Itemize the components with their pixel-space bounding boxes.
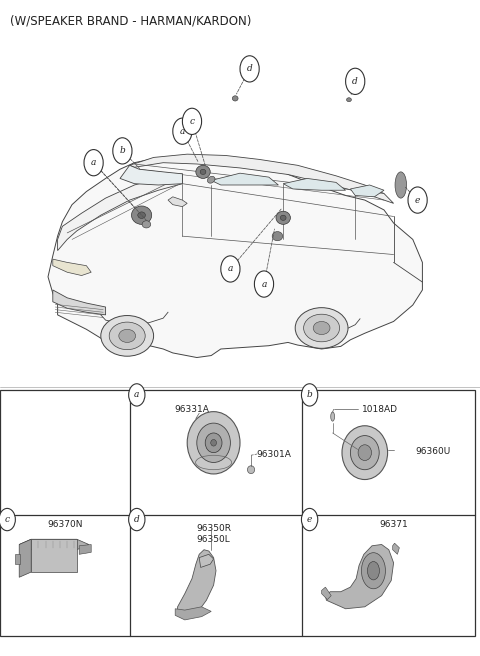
Ellipse shape (280, 215, 286, 220)
Polygon shape (325, 544, 394, 609)
Text: 96370N: 96370N (47, 520, 83, 529)
Polygon shape (79, 544, 91, 554)
Ellipse shape (196, 165, 210, 178)
Polygon shape (19, 539, 31, 577)
Ellipse shape (368, 562, 379, 580)
Polygon shape (211, 173, 278, 185)
Polygon shape (178, 550, 216, 618)
Ellipse shape (187, 412, 240, 474)
Ellipse shape (276, 211, 290, 224)
Text: 96331A: 96331A (175, 405, 209, 415)
Circle shape (301, 384, 318, 406)
Circle shape (173, 118, 192, 144)
Circle shape (0, 508, 15, 531)
Ellipse shape (272, 232, 283, 241)
Ellipse shape (347, 98, 351, 102)
Polygon shape (350, 185, 384, 197)
Ellipse shape (205, 433, 222, 453)
Ellipse shape (304, 314, 340, 342)
Circle shape (254, 271, 274, 297)
Text: 96301A: 96301A (257, 450, 292, 459)
Polygon shape (322, 587, 331, 600)
Text: d: d (247, 64, 252, 73)
Ellipse shape (142, 220, 151, 228)
Text: b: b (307, 390, 312, 400)
Polygon shape (283, 178, 346, 190)
Text: a: a (134, 390, 140, 400)
Text: b: b (120, 146, 125, 155)
Ellipse shape (313, 321, 330, 335)
Circle shape (240, 56, 259, 82)
Ellipse shape (138, 212, 145, 218)
Ellipse shape (361, 552, 385, 589)
Ellipse shape (395, 172, 407, 198)
Circle shape (113, 138, 132, 164)
Ellipse shape (342, 426, 388, 480)
Text: d: d (352, 77, 358, 86)
Text: e: e (415, 195, 420, 205)
Text: a: a (91, 158, 96, 167)
Ellipse shape (331, 412, 335, 421)
Text: 96371: 96371 (379, 520, 408, 529)
Ellipse shape (207, 176, 215, 183)
Text: d: d (134, 515, 140, 524)
Circle shape (182, 108, 202, 134)
Ellipse shape (197, 423, 230, 462)
Circle shape (221, 256, 240, 282)
Polygon shape (175, 607, 211, 620)
Ellipse shape (211, 440, 216, 446)
Text: a: a (228, 264, 233, 274)
Polygon shape (168, 197, 187, 207)
Circle shape (84, 150, 103, 176)
Circle shape (408, 187, 427, 213)
Polygon shape (199, 554, 214, 567)
Polygon shape (53, 290, 106, 315)
Ellipse shape (119, 329, 136, 342)
Polygon shape (58, 174, 182, 251)
Ellipse shape (232, 96, 238, 101)
Polygon shape (48, 157, 422, 358)
Circle shape (129, 384, 145, 406)
Text: c: c (5, 515, 10, 524)
Polygon shape (53, 259, 91, 276)
Ellipse shape (101, 316, 154, 356)
Ellipse shape (358, 445, 372, 461)
Polygon shape (19, 539, 89, 550)
Ellipse shape (109, 322, 145, 350)
Text: 1018AD: 1018AD (362, 405, 398, 415)
Text: c: c (190, 117, 194, 126)
Polygon shape (130, 154, 394, 203)
Ellipse shape (350, 436, 379, 470)
Polygon shape (15, 554, 20, 564)
Ellipse shape (132, 206, 152, 224)
Text: 96360U: 96360U (415, 447, 450, 456)
Text: a: a (261, 279, 267, 289)
Bar (0, 390, 475, 636)
Ellipse shape (295, 308, 348, 348)
Polygon shape (120, 165, 182, 185)
Ellipse shape (200, 169, 206, 174)
Ellipse shape (248, 466, 254, 474)
Circle shape (129, 508, 145, 531)
Circle shape (346, 68, 365, 94)
Text: e: e (307, 515, 312, 524)
Polygon shape (393, 543, 399, 554)
Circle shape (301, 508, 318, 531)
Text: 96350R: 96350R (196, 523, 231, 533)
Text: (W/SPEAKER BRAND - HARMAN/KARDON): (W/SPEAKER BRAND - HARMAN/KARDON) (10, 14, 251, 28)
Text: a: a (180, 127, 185, 136)
Polygon shape (31, 539, 77, 572)
Text: 96350L: 96350L (197, 535, 230, 544)
